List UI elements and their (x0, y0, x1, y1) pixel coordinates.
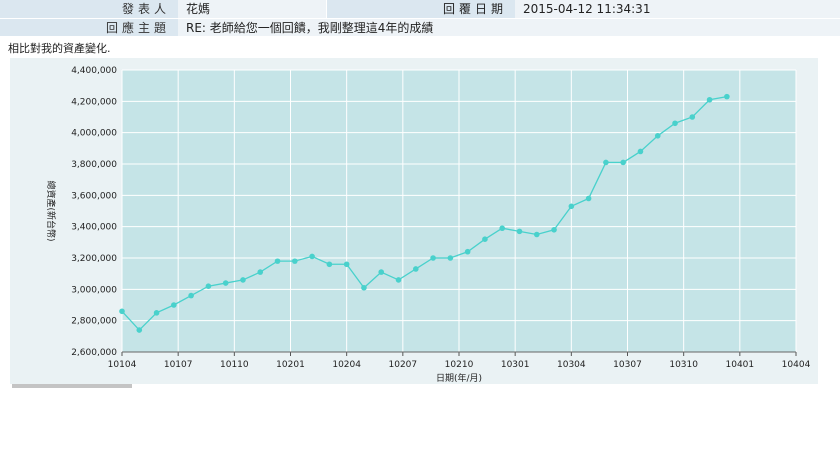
y-tick-label: 3,000,000 (71, 285, 117, 295)
y-tick-label: 4,000,000 (71, 129, 117, 139)
data-point (378, 269, 385, 275)
y-tick-label: 2,600,000 (71, 348, 117, 358)
y-tick-label: 3,400,000 (71, 223, 117, 233)
data-point (430, 255, 436, 261)
data-point (188, 292, 194, 299)
x-axis-title: 日期(年/月) (436, 372, 482, 384)
y-tick-label: 4,200,000 (71, 97, 117, 107)
x-tick-label: 10301 (501, 360, 530, 370)
x-tick-label: 10304 (557, 360, 586, 370)
data-point (136, 327, 143, 333)
data-point (153, 310, 160, 316)
x-tick-label: 10210 (445, 360, 474, 370)
data-point (240, 277, 246, 283)
post-body-text: 相比對我的資產變化. (8, 42, 111, 55)
x-tick-label: 10204 (332, 360, 361, 370)
x-tick-label: 10104 (108, 360, 137, 370)
data-point (205, 283, 212, 289)
subject-label: 回應主題 (0, 18, 178, 37)
data-point (499, 225, 506, 232)
x-tick-label: 10404 (782, 360, 811, 370)
data-point (533, 231, 540, 238)
header-row-subject: 回應主題 RE: 老師給您一個回饋，我剛整理這4年的成績 (0, 18, 840, 37)
data-point (412, 266, 419, 272)
data-point (516, 228, 523, 235)
author-value: 花媽 (178, 0, 327, 19)
data-point (274, 258, 281, 264)
grid-lines (121, 69, 797, 353)
x-axis-ticks: 10104 10107 10110 10201 10204 10207 10210 10301… (108, 351, 811, 370)
asset-chart: 2,600,000 2,800,000 3,000,000 3,200,000 3,40… (10, 58, 818, 384)
data-point (326, 261, 333, 268)
series-layer (119, 93, 730, 333)
x-tick-label: 10201 (276, 360, 305, 370)
data-point (637, 148, 644, 155)
data-point (343, 261, 350, 268)
x-tick-label: 10401 (726, 360, 755, 370)
x-tick-label: 10107 (164, 360, 193, 370)
x-tick-label: 10307 (613, 360, 642, 370)
post-header: 發表人 花媽 回覆日期 2015-04-12 11:34:31 回應主題 RE:… (0, 0, 840, 37)
data-point (724, 93, 730, 100)
data-point (361, 284, 367, 291)
data-point (292, 258, 298, 264)
data-point (603, 159, 609, 166)
data-point (551, 227, 557, 233)
data-point (689, 114, 696, 120)
data-point (706, 96, 713, 103)
data-point (257, 269, 264, 275)
x-tick-label: 10110 (220, 360, 249, 370)
y-tick-label: 4,400,000 (71, 66, 117, 76)
cropped-text-fragment (12, 384, 132, 388)
header-row-author: 發表人 花媽 回覆日期 2015-04-12 11:34:31 (0, 0, 840, 19)
data-point (395, 277, 402, 283)
data-point (447, 255, 454, 261)
data-point (585, 195, 592, 202)
asset-line-chart: 2,600,000 2,800,000 3,000,000 3,200,000 3,40… (45, 66, 811, 384)
y-axis-title: 總資產(新台幣) (45, 180, 57, 241)
x-tick-label: 10310 (669, 360, 698, 370)
data-point (171, 302, 177, 308)
data-point (620, 159, 626, 166)
y-tick-label: 3,600,000 (71, 191, 117, 201)
series-line (121, 95, 727, 332)
author-label: 發表人 (0, 0, 178, 19)
data-point (672, 120, 678, 127)
data-point (482, 236, 488, 242)
data-point (654, 133, 661, 139)
subject-value: RE: 老師給您一個回饋，我剛整理這4年的成績 (178, 18, 840, 37)
y-tick-label: 2,800,000 (71, 317, 117, 327)
data-point (119, 308, 125, 315)
data-point (568, 203, 575, 210)
reply-date-value: 2015-04-12 11:34:31 (515, 0, 840, 19)
y-tick-label: 3,800,000 (71, 160, 117, 170)
data-point (309, 253, 315, 260)
x-tick-label: 10207 (389, 360, 418, 370)
reply-date-label: 回覆日期 (326, 0, 515, 19)
data-point (222, 280, 229, 286)
y-axis-ticks: 2,600,000 2,800,000 3,000,000 3,200,000 3,40… (71, 66, 117, 358)
y-tick-label: 3,200,000 (71, 254, 117, 264)
data-point (464, 248, 471, 255)
